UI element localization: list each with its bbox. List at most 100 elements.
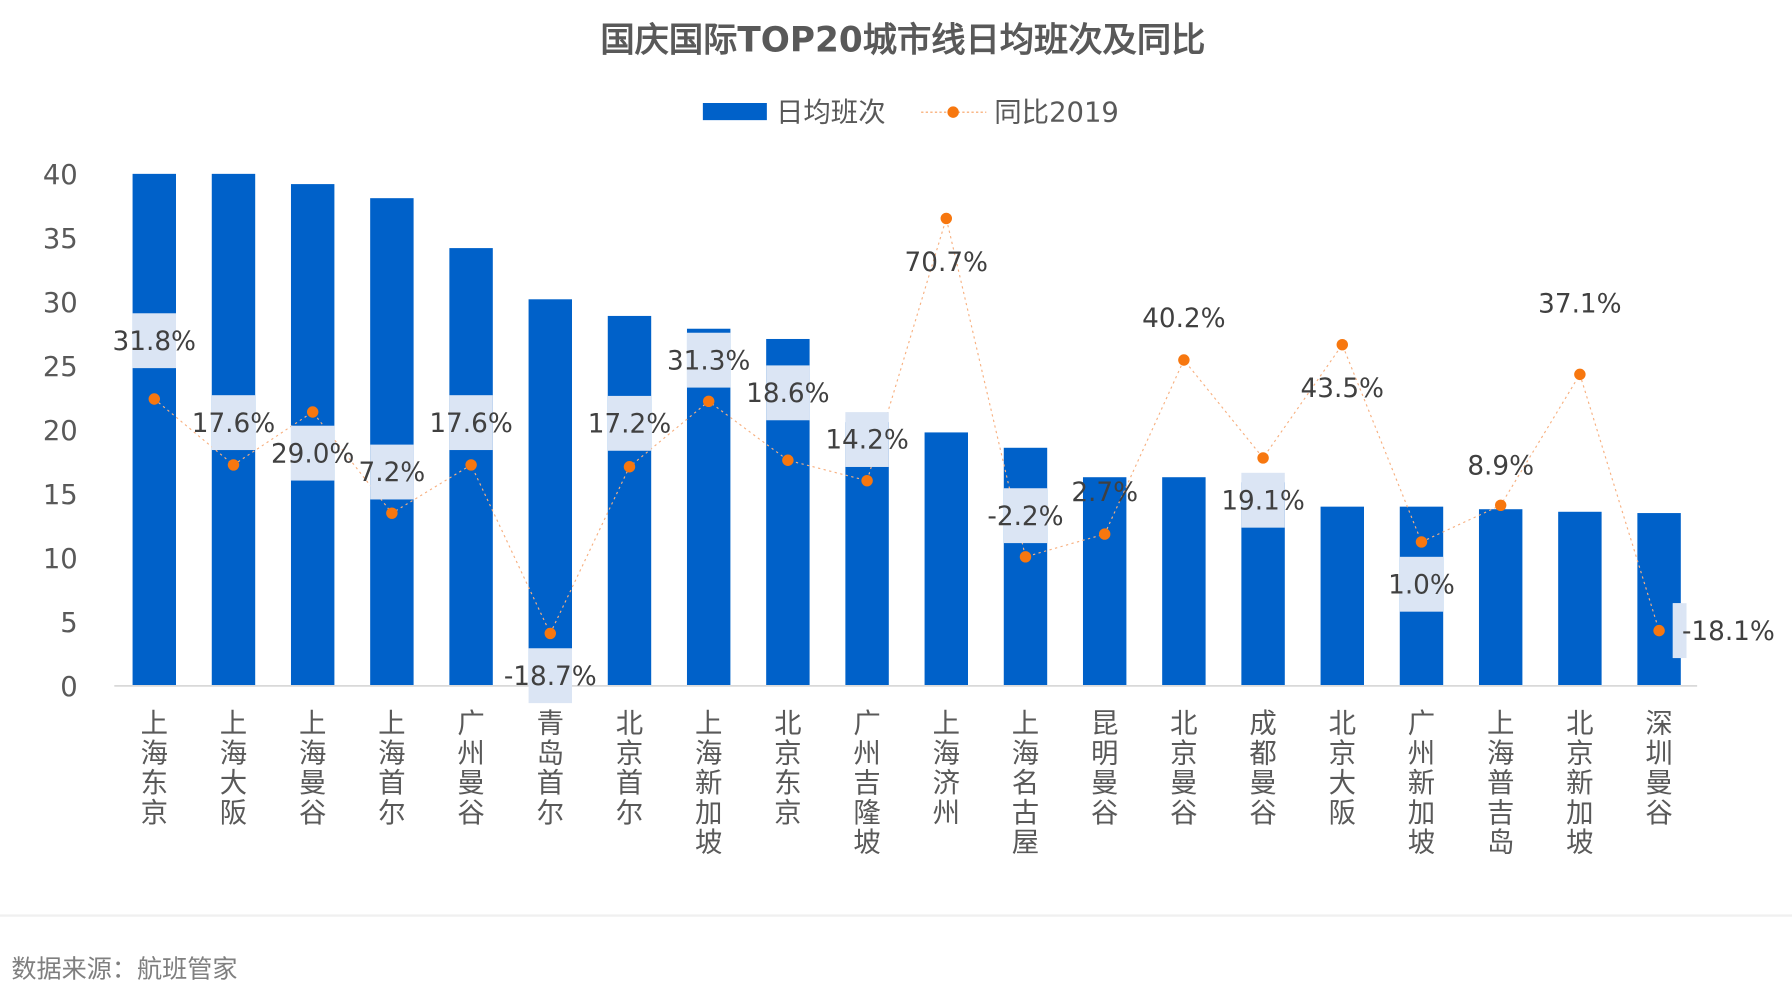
x-tick-label: 上海普吉岛 bbox=[1487, 709, 1514, 859]
y-tick-label: 20 bbox=[43, 416, 78, 447]
y-tick-label: 25 bbox=[43, 352, 78, 383]
bar bbox=[924, 432, 968, 686]
y-tick-label: 35 bbox=[43, 224, 78, 255]
bar bbox=[1320, 506, 1364, 686]
line-point bbox=[227, 459, 240, 471]
x-tick-label: 北京曼谷 bbox=[1170, 709, 1197, 829]
line-point bbox=[861, 474, 873, 487]
data-label-bg bbox=[290, 425, 335, 481]
legend-line-label: 同比2019 bbox=[994, 97, 1119, 128]
line-point bbox=[623, 461, 636, 473]
legend-bar-label: 日均班次 bbox=[776, 97, 886, 128]
data-label-bg bbox=[607, 395, 652, 451]
data-label-bg bbox=[132, 313, 176, 369]
line-point bbox=[1257, 452, 1269, 464]
data-label: 7.2% bbox=[359, 458, 426, 488]
x-tick-label: 上海首尔 bbox=[378, 709, 405, 829]
data-label: 8.9% bbox=[1467, 451, 1534, 481]
data-label-bg bbox=[528, 648, 572, 704]
data-label-bg bbox=[1672, 603, 1682, 659]
data-label: 17.2% bbox=[588, 409, 671, 439]
line-point bbox=[940, 212, 952, 225]
line-point bbox=[306, 406, 319, 418]
data-label-bg bbox=[766, 365, 810, 421]
x-tick-label: 昆明曼谷 bbox=[1091, 709, 1118, 829]
data-label: 31.8% bbox=[113, 327, 196, 357]
legend-bar-swatch bbox=[702, 103, 767, 121]
x-tick-label: 上海名古屋 bbox=[1012, 709, 1039, 859]
legend-line-marker bbox=[947, 106, 959, 118]
x-tick-label: 上海新加坡 bbox=[695, 709, 722, 859]
x-tick-label: 广州吉隆坡 bbox=[853, 709, 880, 859]
data-label: 2.7% bbox=[1071, 478, 1138, 508]
line-point bbox=[1415, 536, 1428, 548]
data-label: 1.0% bbox=[1388, 570, 1455, 600]
bar bbox=[1162, 477, 1206, 686]
bar bbox=[1637, 513, 1681, 686]
line-point bbox=[1336, 338, 1348, 351]
legend: 日均班次 同比2019 bbox=[702, 97, 1119, 128]
x-tick-label: 北京首尔 bbox=[616, 709, 643, 829]
x-tick-label: 上海曼谷 bbox=[299, 709, 326, 829]
bar bbox=[370, 198, 414, 686]
bar bbox=[1558, 511, 1602, 686]
data-label-bg bbox=[845, 412, 889, 467]
data-label: 19.1% bbox=[1221, 486, 1304, 516]
data-label: 43.5% bbox=[1301, 374, 1384, 404]
data-label: 31.3% bbox=[667, 346, 750, 376]
line-point bbox=[1574, 368, 1586, 381]
data-label: -18.1% bbox=[1682, 617, 1775, 647]
data-label-bg bbox=[449, 395, 493, 451]
y-tick-label: 5 bbox=[60, 608, 77, 639]
line-point bbox=[386, 507, 398, 519]
x-tick-label: 北京新加坡 bbox=[1566, 709, 1593, 859]
x-tick-label: 上海东京 bbox=[141, 709, 168, 829]
y-tick-label: 10 bbox=[43, 544, 78, 575]
x-axis-labels: 上海东京 上海大阪 上海曼谷 上海首尔 广州曼谷 青岛首尔 北京首尔 上海新加坡 北京东京 广州吉… bbox=[141, 709, 1673, 859]
line-point bbox=[1019, 551, 1032, 563]
line-point bbox=[1178, 354, 1190, 366]
x-tick-label: 上海大阪 bbox=[220, 709, 247, 829]
line-point bbox=[465, 459, 477, 471]
x-tick-label: 广州新加坡 bbox=[1408, 709, 1435, 859]
line-point bbox=[1494, 499, 1507, 512]
line-point bbox=[702, 395, 715, 408]
data-label: 17.6% bbox=[192, 409, 275, 439]
data-label: 18.6% bbox=[746, 379, 829, 409]
bar bbox=[607, 315, 652, 686]
data-label: 40.2% bbox=[1142, 304, 1225, 334]
bar bbox=[1478, 509, 1523, 686]
y-tick-label: 30 bbox=[43, 288, 78, 319]
y-tick-label: 40 bbox=[43, 160, 78, 191]
bar bbox=[1082, 477, 1127, 686]
line-point bbox=[1653, 624, 1665, 637]
y-axis: 0 5 10 15 20 25 30 35 40 bbox=[43, 160, 78, 703]
source-note: 数据来源：航班管家 bbox=[11, 954, 237, 983]
x-tick-label: 成都曼谷 bbox=[1249, 709, 1276, 829]
x-tick-label: 上海济州 bbox=[933, 709, 960, 829]
y-tick-label: 0 bbox=[60, 672, 77, 703]
data-label-bg bbox=[686, 332, 731, 388]
data-label-bg bbox=[1241, 472, 1285, 528]
data-label: 70.7% bbox=[905, 248, 988, 278]
x-tick-label: 深圳曼谷 bbox=[1645, 709, 1672, 829]
bar bbox=[528, 299, 572, 686]
x-tick-label: 北京大阪 bbox=[1329, 709, 1356, 829]
line-point bbox=[148, 393, 160, 405]
line-point bbox=[782, 454, 794, 466]
data-label-bg bbox=[211, 395, 256, 451]
data-label: 17.6% bbox=[429, 409, 512, 439]
yoy-line: 31.8%17.6%29.0%7.2%17.6%-18.7%17.2%31.3%… bbox=[113, 212, 1775, 704]
data-label: -2.2% bbox=[987, 502, 1063, 532]
data-label-bg bbox=[370, 444, 414, 500]
bar bbox=[686, 328, 731, 686]
line-point bbox=[544, 627, 556, 640]
data-label: -18.7% bbox=[504, 662, 597, 692]
chart-title: 国庆国际TOP20城市线日均班次及同比 bbox=[600, 21, 1205, 61]
y-tick-label: 15 bbox=[43, 480, 78, 511]
x-tick-label: 青岛首尔 bbox=[537, 709, 564, 829]
data-label-bg bbox=[1003, 488, 1048, 544]
x-tick-label: 北京东京 bbox=[774, 709, 801, 829]
x-tick-label: 广州曼谷 bbox=[457, 709, 484, 829]
data-label: 29.0% bbox=[271, 439, 354, 469]
